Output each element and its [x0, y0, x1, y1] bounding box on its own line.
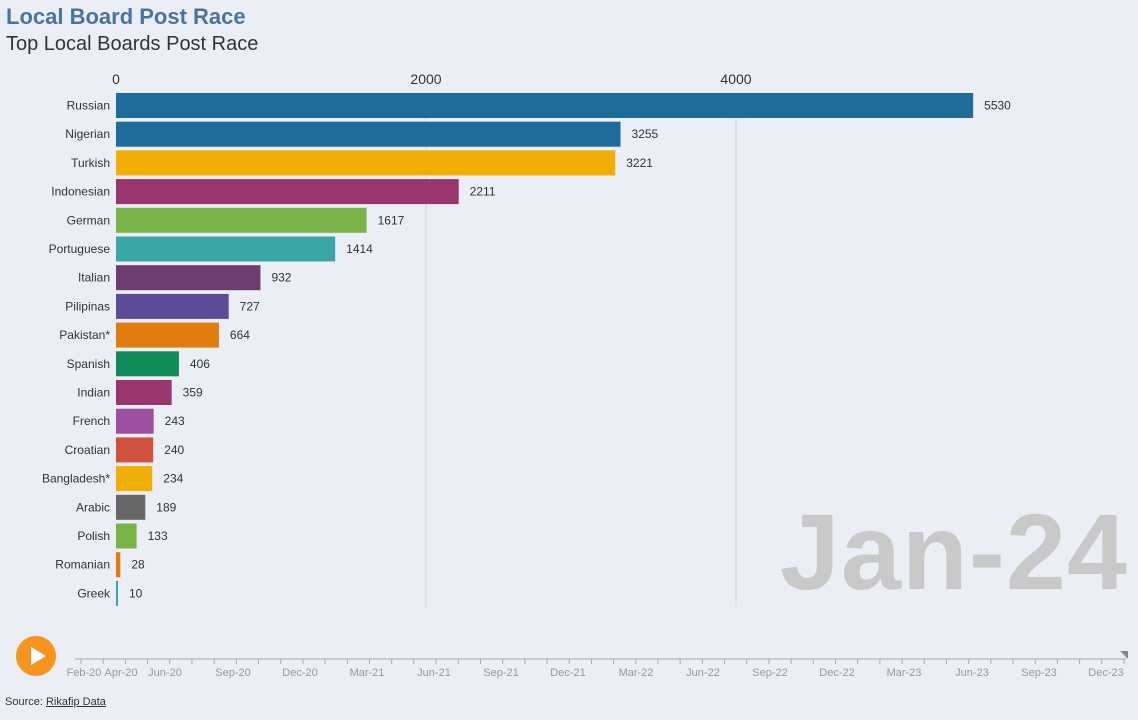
bar — [116, 351, 179, 377]
category-label: Romanian — [55, 558, 110, 572]
timeline-label[interactable]: Jun-20 — [148, 667, 182, 679]
value-label: 234 — [163, 472, 183, 486]
category-label: Pilipinas — [65, 299, 110, 313]
timeline-slider[interactable]: Feb-20 Apr-20 Jun-20 Sep-20 Dec-20 Mar-21 Jun-… — [0, 640, 1138, 690]
value-label: 727 — [240, 299, 260, 313]
category-label: Croatian — [65, 443, 110, 457]
bar — [116, 93, 974, 118]
timeline-label[interactable]: Dec-23 — [1088, 667, 1123, 679]
timeline-label[interactable]: Mar-22 — [619, 667, 654, 679]
value-label: 5530 — [984, 99, 1011, 113]
category-label: Turkish — [71, 156, 110, 170]
category-label: Portuguese — [49, 242, 111, 256]
timeline-label[interactable]: Sep-21 — [483, 667, 518, 679]
timeline-label[interactable]: Mar-23 — [887, 667, 922, 679]
value-label: 3255 — [632, 127, 659, 141]
timeline-label[interactable]: Mar-21 — [350, 667, 385, 679]
timeline-label[interactable]: Jun-23 — [955, 667, 989, 679]
timeline-label[interactable]: Apr-20 — [104, 667, 137, 679]
bar — [116, 523, 137, 549]
value-label: 664 — [230, 328, 250, 342]
value-label: 243 — [165, 414, 185, 428]
bar — [116, 466, 153, 492]
category-label: German — [67, 213, 110, 227]
value-label: 28 — [131, 558, 145, 572]
chart-subtitle: Top Local Boards Post Race — [6, 33, 259, 55]
bar-chart: 0 2000 4000 Russian 5530 Nigerian 3255 Turkish 3… — [42, 71, 1011, 607]
source-note: Source: Rikafip Data — [5, 696, 106, 708]
value-label: 932 — [271, 271, 291, 285]
bar — [116, 179, 459, 205]
category-label: Nigerian — [65, 127, 110, 141]
value-label: 406 — [190, 357, 210, 371]
category-label: Indian — [77, 386, 110, 400]
value-label: 189 — [156, 500, 176, 514]
current-period-label: Jan-24 — [779, 491, 1128, 612]
category-label: Arabic — [76, 500, 110, 514]
bar — [116, 265, 261, 291]
x-tick-label: 0 — [112, 71, 120, 87]
source-prefix: Source: — [5, 696, 46, 708]
category-label: Greek — [77, 586, 111, 600]
bar — [116, 150, 616, 176]
play-icon — [31, 647, 46, 665]
timeline-label[interactable]: Feb-20 — [67, 667, 102, 679]
category-label: Polish — [77, 529, 110, 543]
value-label: 2211 — [470, 185, 496, 199]
bar — [116, 408, 154, 434]
timeline-label[interactable]: Dec-21 — [550, 667, 585, 679]
value-label: 3221 — [626, 156, 653, 170]
timeline-handle[interactable] — [1120, 651, 1128, 659]
category-label: French — [73, 414, 110, 428]
category-label: Pakistan* — [59, 328, 110, 342]
x-tick-label: 4000 — [720, 71, 751, 87]
bar — [116, 236, 336, 262]
category-label: Bangladesh* — [42, 472, 110, 486]
category-label: Spanish — [67, 357, 110, 371]
value-label: 1414 — [346, 242, 373, 256]
value-label: 1617 — [378, 213, 405, 227]
bar — [116, 322, 219, 348]
chart-title: Local Board Post Race — [6, 4, 246, 29]
timeline-label[interactable]: Dec-20 — [282, 667, 317, 679]
bar — [116, 380, 172, 405]
bar — [116, 552, 121, 578]
timeline-label[interactable]: Sep-23 — [1021, 667, 1056, 679]
timeline-label[interactable]: Sep-22 — [752, 667, 787, 679]
category-label: Russian — [67, 99, 110, 113]
value-label: 10 — [129, 586, 143, 600]
bar — [116, 293, 229, 319]
category-label: Indonesian — [51, 185, 110, 199]
bar — [116, 494, 146, 520]
bar — [116, 580, 118, 606]
value-label: 240 — [164, 443, 184, 457]
bar — [116, 437, 154, 463]
source-link[interactable]: Rikafip Data — [45, 696, 106, 708]
timeline-label[interactable]: Jun-21 — [417, 667, 451, 679]
play-button[interactable] — [16, 636, 56, 676]
x-tick-label: 2000 — [410, 71, 441, 87]
value-label: 133 — [148, 529, 168, 543]
timeline-label[interactable]: Sep-20 — [215, 667, 250, 679]
timeline-label[interactable]: Jun-22 — [686, 667, 720, 679]
timeline-label[interactable]: Dec-22 — [819, 667, 854, 679]
bar — [116, 207, 367, 233]
bar — [116, 121, 621, 147]
value-label: 359 — [183, 386, 203, 400]
category-label: Italian — [78, 271, 110, 285]
